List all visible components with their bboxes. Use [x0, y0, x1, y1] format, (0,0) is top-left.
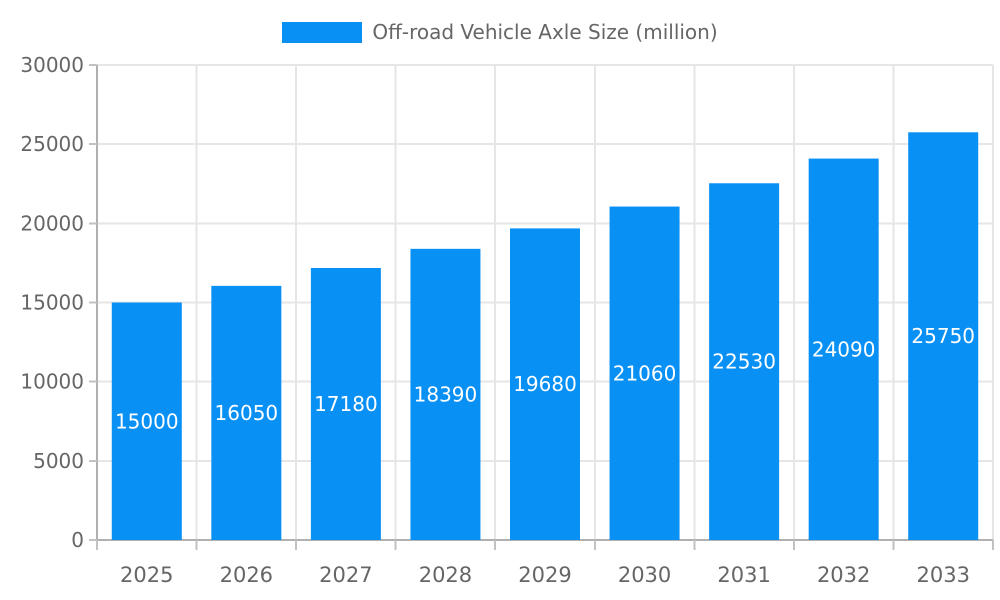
legend-swatch-icon: [282, 21, 363, 43]
x-tick-label: 2033: [916, 563, 969, 587]
legend-item[interactable]: Off-road Vehicle Axle Size (million): [282, 20, 718, 44]
bar: [410, 248, 481, 540]
bar-value-label: 19680: [513, 372, 577, 396]
x-tick-label: 2030: [618, 563, 671, 587]
bar-value-label: 24090: [812, 337, 876, 361]
x-tick-label: 2029: [518, 563, 571, 587]
bar-value-label: 18390: [414, 382, 478, 406]
bar: [808, 158, 879, 540]
bar-value-label: 22530: [712, 350, 776, 374]
y-tick-label: 5000: [33, 449, 84, 473]
y-tick-label: 15000: [20, 291, 84, 315]
bar: [310, 267, 381, 540]
bar-value-label: 17180: [314, 392, 378, 416]
bar: [211, 285, 282, 540]
bar: [609, 206, 680, 541]
y-tick-label: 30000: [20, 53, 84, 77]
y-tick-label: 20000: [20, 211, 84, 235]
bar-value-label: 25750: [911, 324, 975, 348]
y-tick-label: 0: [71, 528, 84, 552]
x-tick-label: 2031: [717, 563, 770, 587]
bar: [510, 228, 580, 540]
legend: Off-road Vehicle Axle Size (million): [0, 20, 1000, 44]
bar: [709, 183, 780, 540]
bar: [111, 302, 182, 540]
bar: [908, 132, 979, 540]
y-tick-label: 25000: [20, 132, 84, 156]
x-tick-label: 2026: [220, 563, 273, 587]
legend-label: Off-road Vehicle Axle Size (million): [372, 20, 718, 44]
x-tick-label: 2028: [419, 563, 472, 587]
x-tick-label: 2032: [817, 563, 870, 587]
x-tick-label: 2027: [319, 563, 372, 587]
x-tick-label: 2025: [120, 563, 173, 587]
bar-value-label: 15000: [115, 409, 179, 433]
y-tick-label: 10000: [20, 370, 84, 394]
bar-value-label: 21060: [613, 361, 677, 385]
bar-value-label: 16050: [215, 401, 279, 425]
